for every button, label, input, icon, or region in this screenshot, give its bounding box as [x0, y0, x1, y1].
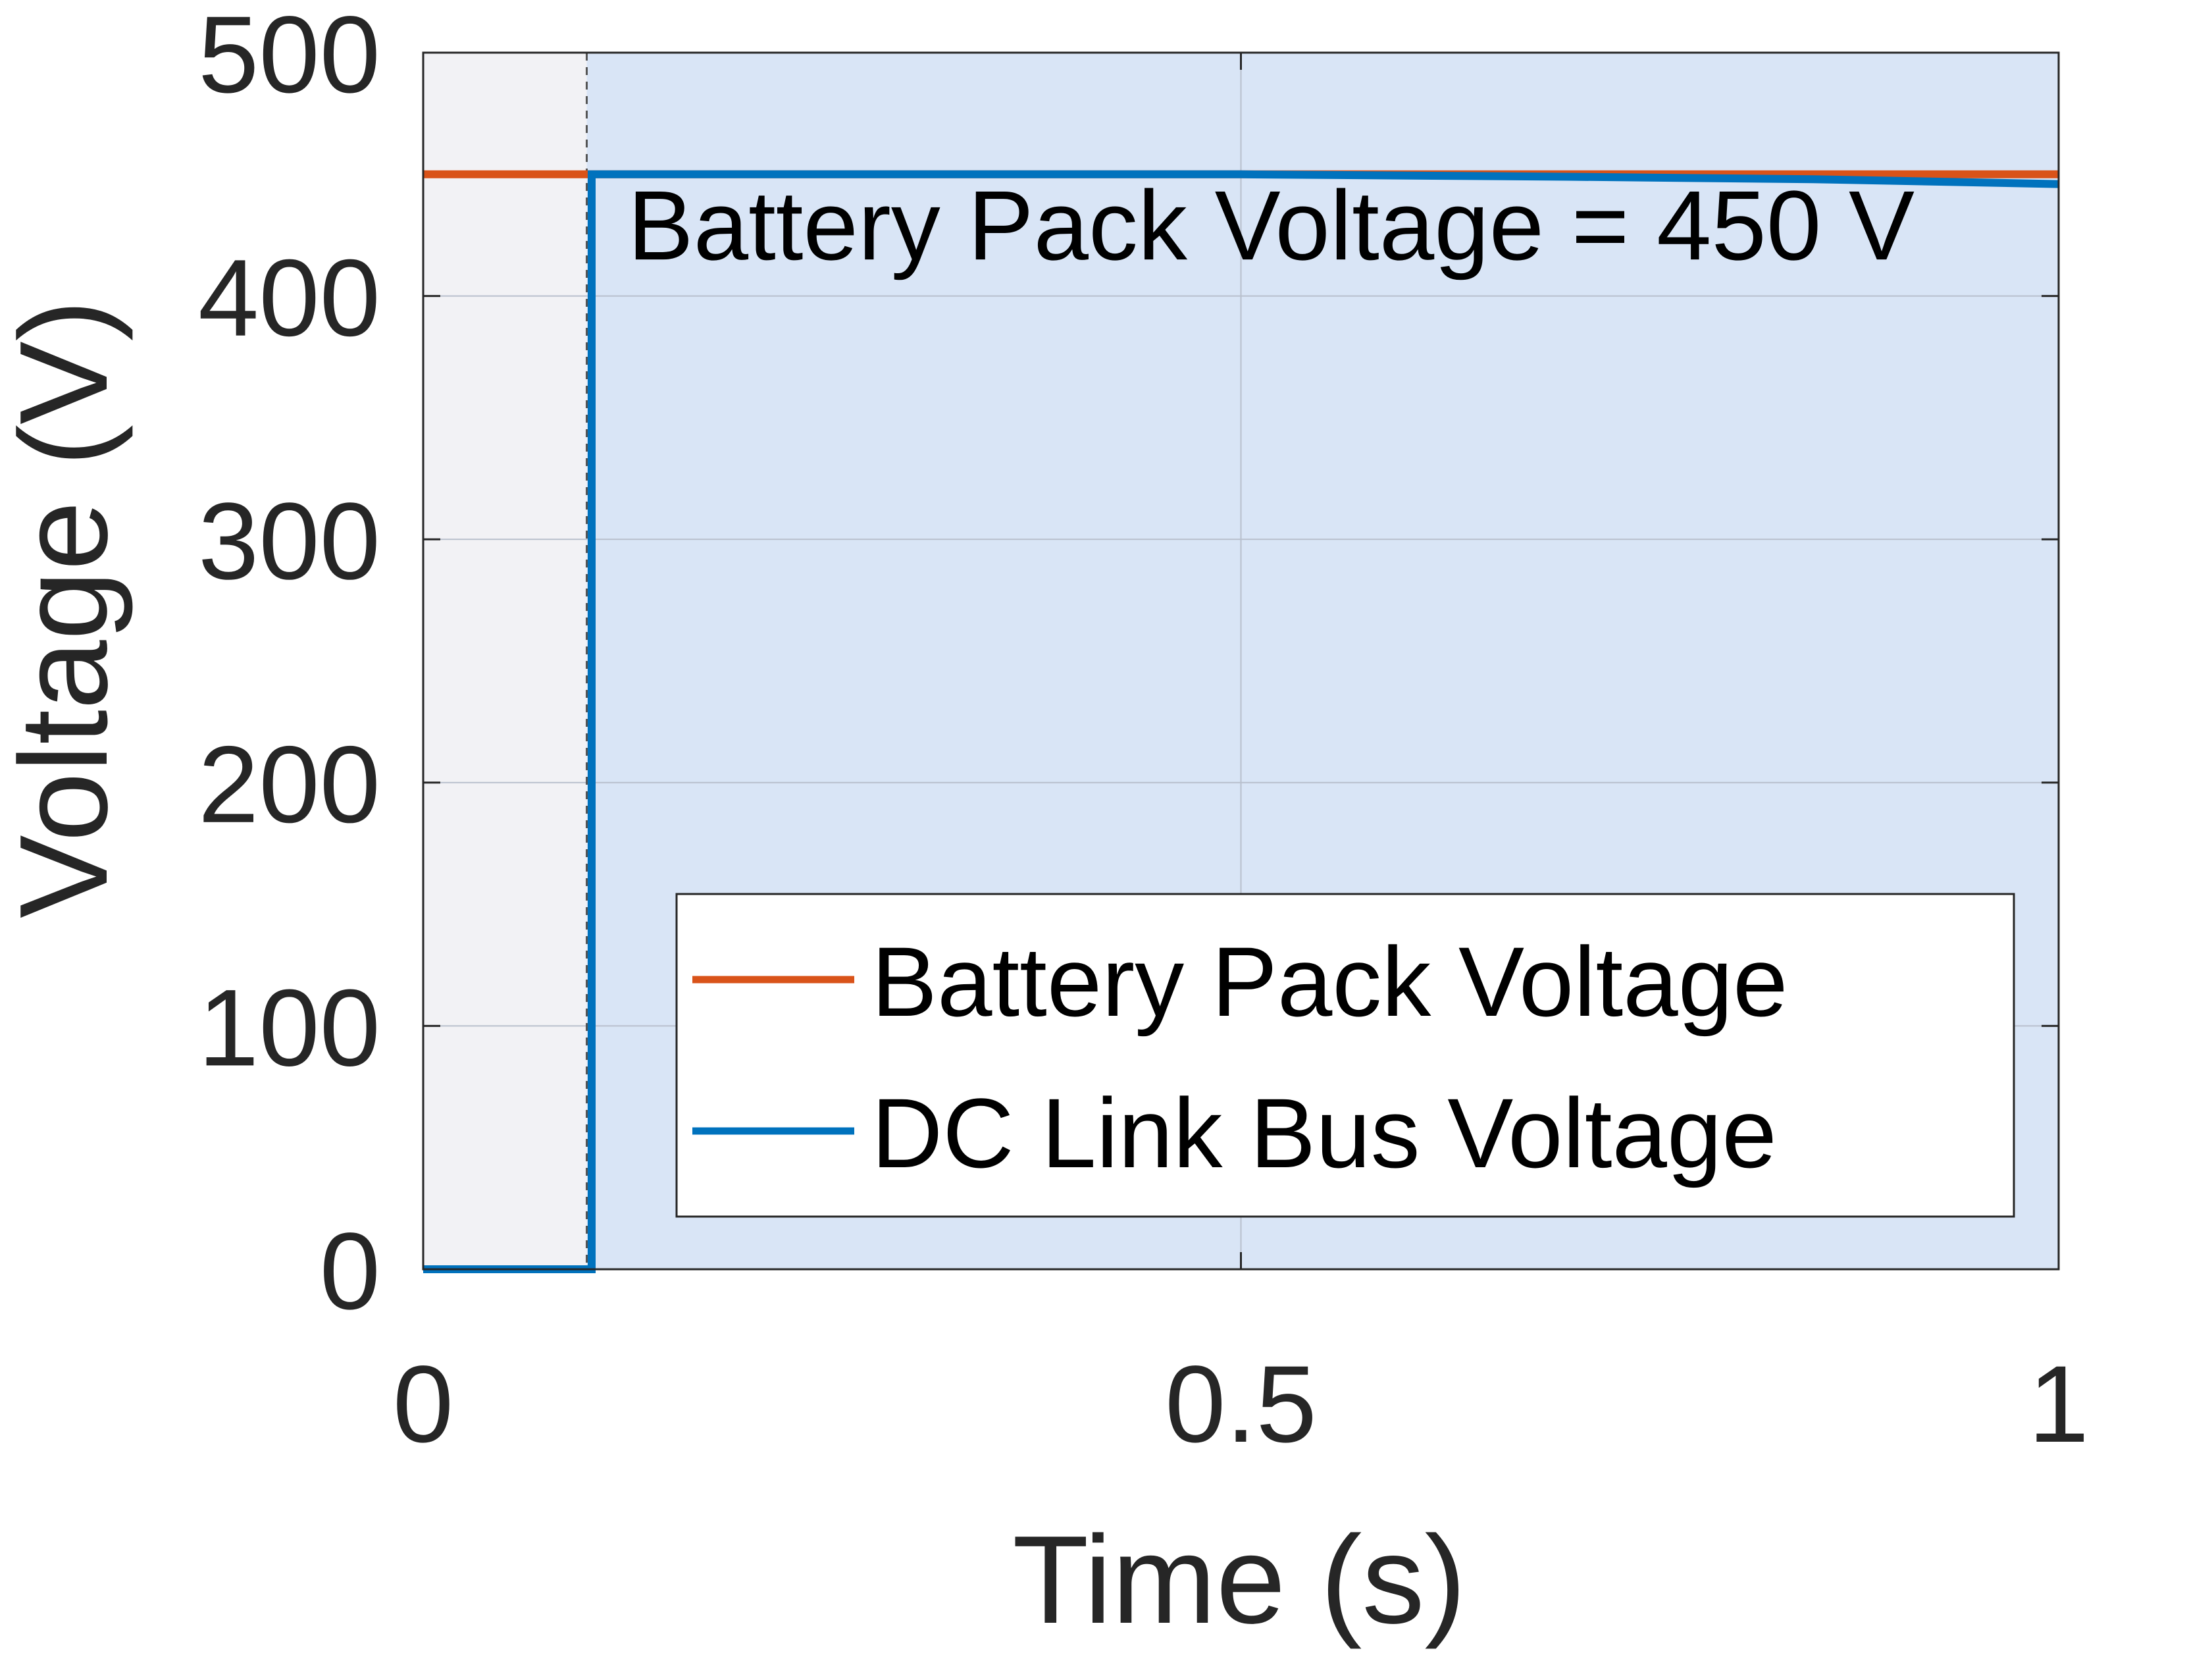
y-axis-label: Voltage (V) [0, 300, 134, 918]
y-tick-label-4: 400 [198, 238, 380, 359]
tick-labels: 0 0.5 1 0 100 200 300 400 500 [198, 0, 2089, 1465]
legend-label-battery-pack-voltage: Battery Pack Voltage [871, 926, 1788, 1037]
y-tick-label-2: 200 [198, 724, 380, 846]
battery-voltage-annotation: Battery Pack Voltage = 450 V [628, 170, 1915, 280]
y-tick-label-5: 500 [198, 0, 380, 116]
x-tick-label-1: 0.5 [1165, 1344, 1317, 1465]
axes [422, 51, 2060, 1271]
y-tick-label-1: 100 [198, 967, 380, 1089]
x-tick-label-0: 0 [393, 1344, 453, 1465]
legend-label-dc-link-bus-voltage: DC Link Bus Voltage [871, 1078, 1777, 1188]
x-axis-label: Time (s) [1012, 1510, 1466, 1650]
y-tick-label-3: 300 [198, 481, 380, 602]
legend-box [675, 893, 2015, 1218]
y-tick-label-0: 0 [320, 1211, 380, 1332]
shaded-region-0 [423, 53, 587, 1269]
x-tick-label-2: 1 [2028, 1344, 2089, 1465]
legend: Battery Pack Voltage DC Link Bus Voltage [675, 893, 2015, 1218]
